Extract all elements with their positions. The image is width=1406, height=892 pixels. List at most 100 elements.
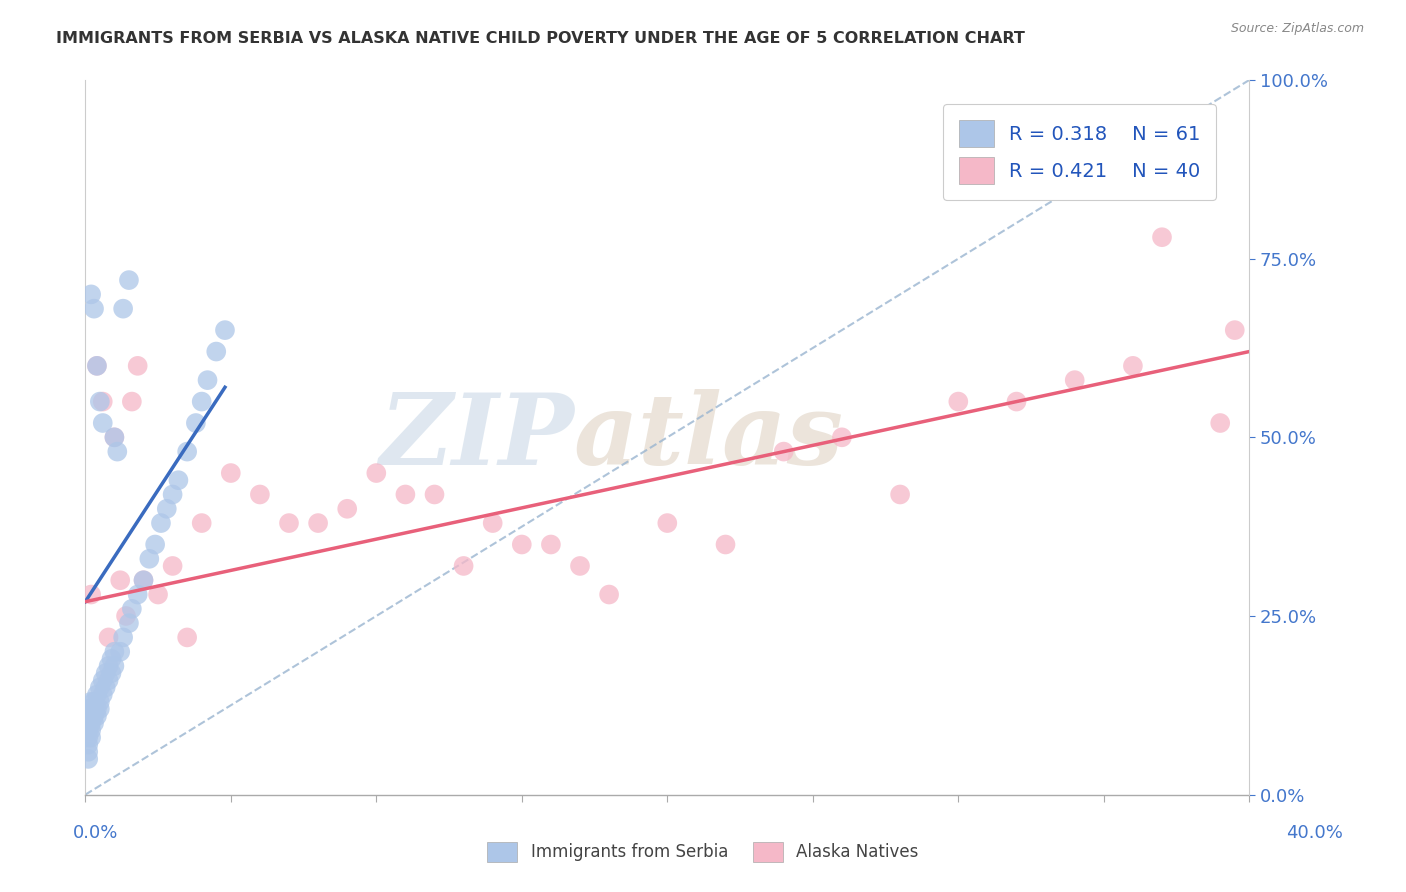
Point [80, 588, 103, 602]
Point [80, 709, 103, 723]
Point [249, 487, 271, 501]
Point [89, 681, 111, 695]
Point [307, 516, 329, 530]
Point [184, 416, 207, 430]
Text: 0.0%: 0.0% [73, 824, 118, 842]
Point [336, 501, 359, 516]
Point [77, 709, 100, 723]
Point [138, 551, 160, 566]
Point [89, 394, 111, 409]
Point [97, 673, 120, 688]
Point [94, 681, 117, 695]
Point [80, 702, 103, 716]
Point [77, 702, 100, 716]
Point [162, 558, 184, 573]
Point [598, 588, 620, 602]
Point [110, 573, 132, 587]
Point [94, 666, 117, 681]
Point [77, 731, 100, 745]
Text: ZIP: ZIP [380, 389, 574, 485]
Point [77, 723, 100, 738]
Point [1063, 373, 1085, 387]
Point [89, 695, 111, 709]
Point [118, 273, 141, 287]
Point [86, 709, 108, 723]
Point [86, 359, 108, 373]
Point [121, 602, 143, 616]
Point [83, 709, 105, 723]
Point [103, 430, 125, 444]
Legend: Immigrants from Serbia, Alaska Natives: Immigrants from Serbia, Alaska Natives [479, 833, 927, 871]
Point [100, 652, 122, 666]
Point [948, 394, 970, 409]
Point [80, 723, 103, 738]
Point [105, 444, 128, 458]
Point [197, 373, 219, 387]
Point [100, 666, 122, 681]
Point [772, 444, 794, 458]
Point [132, 573, 155, 587]
Point [80, 695, 103, 709]
Point [714, 537, 737, 551]
Point [83, 695, 105, 709]
Text: Source: ZipAtlas.com: Source: ZipAtlas.com [1230, 22, 1364, 36]
Point [146, 588, 169, 602]
Point [162, 487, 184, 501]
Point [112, 301, 135, 316]
Point [103, 659, 125, 673]
Point [118, 616, 141, 631]
Point [569, 558, 592, 573]
Point [86, 702, 108, 716]
Point [83, 301, 105, 316]
Point [1150, 230, 1173, 244]
Point [91, 688, 114, 702]
Point [91, 673, 114, 688]
Point [132, 573, 155, 587]
Point [423, 487, 446, 501]
Point [97, 659, 120, 673]
Point [214, 323, 236, 337]
Point [91, 394, 114, 409]
Point [86, 359, 108, 373]
Point [121, 394, 143, 409]
Point [1223, 323, 1246, 337]
Point [510, 537, 533, 551]
Legend: R = 0.318    N = 61, R = 0.421    N = 40: R = 0.318 N = 61, R = 0.421 N = 40 [943, 104, 1216, 200]
Point [112, 631, 135, 645]
Point [831, 430, 853, 444]
Point [149, 516, 172, 530]
Point [103, 430, 125, 444]
Point [219, 466, 242, 480]
Point [540, 537, 562, 551]
Point [278, 516, 301, 530]
Point [80, 716, 103, 731]
Point [1209, 416, 1232, 430]
Point [89, 702, 111, 716]
Point [110, 645, 132, 659]
Point [127, 588, 149, 602]
Point [176, 631, 198, 645]
Point [366, 466, 388, 480]
Point [127, 359, 149, 373]
Point [77, 745, 100, 759]
Point [167, 473, 190, 487]
Point [86, 688, 108, 702]
Point [156, 501, 179, 516]
Point [190, 394, 212, 409]
Point [91, 416, 114, 430]
Point [176, 444, 198, 458]
Point [80, 731, 103, 745]
Text: 40.0%: 40.0% [1286, 824, 1343, 842]
Point [190, 516, 212, 530]
Point [1122, 359, 1144, 373]
Point [83, 716, 105, 731]
Point [77, 752, 100, 766]
Point [103, 645, 125, 659]
Point [481, 516, 503, 530]
Text: IMMIGRANTS FROM SERBIA VS ALASKA NATIVE CHILD POVERTY UNDER THE AGE OF 5 CORRELA: IMMIGRANTS FROM SERBIA VS ALASKA NATIVE … [56, 31, 1025, 46]
Point [83, 702, 105, 716]
Point [205, 344, 228, 359]
Point [77, 716, 100, 731]
Point [97, 631, 120, 645]
Point [394, 487, 416, 501]
